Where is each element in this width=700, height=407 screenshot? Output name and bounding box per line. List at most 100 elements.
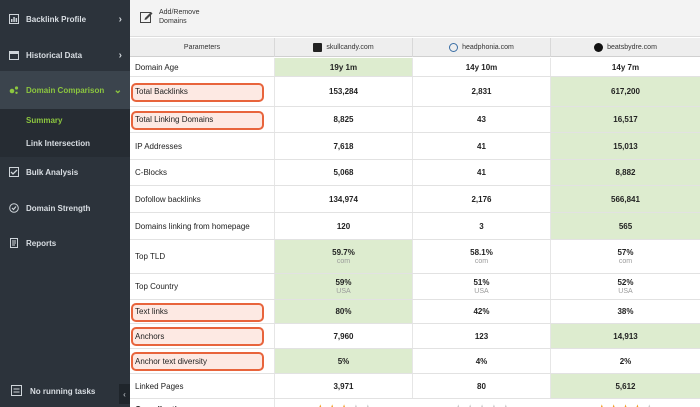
value: 153,284: [329, 87, 358, 96]
sidebar-item-reports[interactable]: Reports: [0, 224, 130, 262]
table-row: IP Addresses 7,618 41 15,013: [130, 133, 700, 160]
value-cell: 3: [413, 213, 551, 239]
value-cell: 58.1% com: [413, 240, 551, 273]
table-header: Parameters skullcandy.com headphonia.com…: [130, 38, 700, 57]
value: 8,882: [615, 168, 636, 177]
value-cell: 2%: [551, 349, 700, 373]
value: 80: [477, 381, 486, 391]
value-cell: 41: [413, 160, 551, 185]
sidebar-item-domain-comparison[interactable]: Domain Comparison ⌄: [0, 71, 130, 109]
star-icon: ★: [501, 403, 511, 407]
row-label: Text links: [135, 307, 168, 316]
tasks-icon: [11, 385, 22, 398]
column-header-label: Parameters: [183, 44, 221, 51]
add-remove-domains-button[interactable]: Add/Remove Domains: [140, 8, 219, 32]
strength-icon: [9, 203, 19, 213]
value-subtext: com: [336, 258, 351, 265]
star-icon: ★: [315, 403, 325, 407]
calendar-icon: [9, 50, 19, 60]
row-label: C-Blocks: [135, 168, 168, 177]
star-icon: ★: [453, 403, 463, 407]
sidebar-subitem-summary[interactable]: Summary: [0, 107, 130, 133]
star-icon: ★: [489, 403, 499, 407]
value-cell: 42%: [413, 300, 551, 323]
value: 58.1%: [470, 248, 493, 257]
sidebar-item-domain-strength[interactable]: Domain Strength: [0, 189, 130, 227]
row-label: Linked Pages: [135, 381, 184, 391]
bulk-icon: [9, 167, 19, 177]
value-cell: 120: [275, 213, 413, 239]
overall-rating-label: Overall rating:: [135, 405, 189, 407]
value-cell: 59.7% com: [275, 240, 413, 273]
star-icon: ★: [644, 403, 654, 407]
value: 52%: [617, 278, 634, 287]
collapse-sidebar-button[interactable]: ‹: [119, 384, 130, 404]
value: 2,831: [471, 87, 492, 96]
rating-cell: ★★★★★: [413, 399, 551, 407]
value-cell: 8,825: [275, 107, 413, 132]
task-status-label: No running tasks: [30, 387, 96, 396]
value: 5,612: [615, 381, 636, 391]
value: 59.7%: [332, 248, 355, 257]
skull-favicon-icon: [313, 43, 323, 52]
value-cell: 80%: [275, 300, 413, 323]
value-cell: 52% USA: [551, 274, 700, 299]
highlight-box: [131, 110, 264, 130]
sidebar-item-backlink-profile[interactable]: Backlink Profile ›: [0, 0, 130, 38]
sidebar-subitem-link-intersection[interactable]: Link Intersection: [0, 130, 130, 156]
value: 7,960: [333, 331, 354, 341]
value: 617,200: [611, 87, 640, 96]
table-row: Domain Age 19y 1m 14y 10m 14y 7m: [130, 58, 700, 77]
value-cell: 2,176: [413, 186, 551, 212]
highlight-box: [131, 82, 264, 102]
star-rating: ★★★★★: [597, 403, 654, 407]
column-header-label: beatsbydre.com: [607, 44, 657, 51]
value-subtext: USA: [474, 288, 489, 295]
value-cell: 41: [413, 133, 551, 159]
value-cell: 617,200: [551, 77, 700, 106]
value-cell: 51% USA: [413, 274, 551, 299]
value: 565: [618, 221, 633, 231]
column-header-label: skullcandy.com: [326, 44, 374, 51]
row-label: Top TLD: [135, 252, 166, 261]
star-icon: ★: [465, 403, 475, 407]
value: 5%: [337, 356, 350, 366]
column-header-domain-2: headphonia.com: [413, 38, 551, 57]
chevron-right-icon: ›: [118, 13, 122, 25]
beats-favicon-icon: [594, 43, 604, 52]
value-cell: 59% USA: [275, 274, 413, 299]
sidebar-item-label: Domain Comparison: [26, 85, 105, 95]
value: 8,825: [333, 115, 354, 124]
star-rating: ★★★★★: [315, 403, 372, 407]
sidebar-item-bulk-analysis[interactable]: Bulk Analysis: [0, 153, 130, 191]
highlight-box: [131, 352, 264, 371]
table-row: Anchor text diversity 5% 4% 2%: [130, 349, 700, 374]
value: 42%: [473, 307, 490, 316]
value-cell: 134,974: [275, 186, 413, 212]
value: 80%: [335, 307, 352, 316]
row-label-cell: Top Country: [130, 274, 275, 299]
table-row: Domains linking from homepage 120 3 565: [130, 213, 700, 240]
table-row: C-Blocks 5,068 41 8,882: [130, 160, 700, 186]
value: 2,176: [471, 194, 492, 204]
row-label: Total Backlinks: [135, 87, 188, 96]
value-cell: 15,013: [551, 133, 700, 159]
sidebar-item-historical-data[interactable]: Historical Data ›: [0, 36, 130, 74]
table-row: Total Backlinks 153,284 2,831 617,200: [130, 77, 700, 107]
sidebar-subitem-label: Summary: [26, 115, 63, 125]
row-label: Anchor text diversity: [135, 356, 208, 366]
value: 4%: [475, 356, 488, 366]
value-cell: 7,618: [275, 133, 413, 159]
value-cell: 8,882: [551, 160, 700, 185]
sidebar: Backlink Profile › Historical Data › Dom…: [0, 0, 130, 407]
chevron-down-icon: ⌄: [113, 84, 122, 96]
row-label-cell: Domain Age: [130, 58, 275, 76]
row-label-cell: Top TLD: [130, 240, 275, 273]
row-label: Dofollow backlinks: [135, 194, 201, 204]
value-cell: 14,913: [551, 324, 700, 348]
value: 3,971: [333, 381, 354, 391]
value-cell: 19y 1m: [275, 58, 413, 76]
star-icon: ★: [609, 403, 619, 407]
value-cell: 38%: [551, 300, 700, 323]
value-cell: 5,068: [275, 160, 413, 185]
